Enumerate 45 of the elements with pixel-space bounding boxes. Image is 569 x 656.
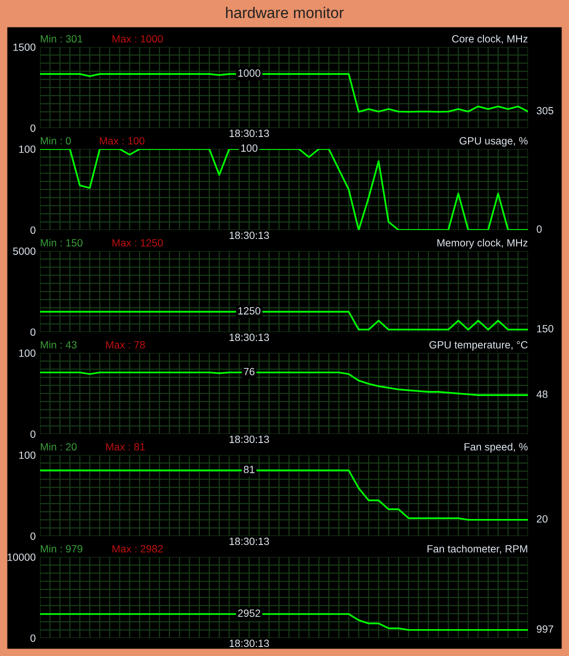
y-tick-label: 0	[30, 328, 36, 336]
y-tick-label: 100	[19, 146, 36, 153]
y-tick-label: 0	[30, 634, 36, 642]
x-tick-label: 18:30:13	[230, 538, 269, 546]
x-tick-label: 18:30:13	[230, 130, 269, 138]
data-label: 0	[536, 225, 542, 233]
text: Max : 81	[106, 443, 145, 451]
x-tick-label: 18:30:13	[230, 232, 269, 240]
chart-title: Memory clock, MHz	[437, 238, 528, 249]
y-tick-label: 0	[30, 430, 36, 438]
chart-subtitle: hardware monitor	[226, 6, 344, 18]
chart-title: Fan tachometer, RPM	[428, 544, 528, 554]
data-label: 81	[244, 466, 254, 474]
data-label: 305	[536, 106, 554, 114]
x-tick-label: 18:30:13	[230, 334, 269, 342]
data-label: 20	[536, 515, 548, 523]
chart-title: GPU temperature, °C	[429, 341, 528, 351]
text: Min : 0	[40, 136, 71, 145]
x-tick-label: 18:30:13	[230, 640, 269, 648]
y-tick-label: 0	[30, 532, 36, 540]
text: Max : 2982	[112, 545, 163, 553]
text: Min : 150	[40, 238, 82, 247]
text: Max : 100	[100, 137, 144, 145]
y-tick-label: 1500	[13, 44, 36, 51]
y-tick-label: 100	[19, 350, 36, 357]
y-tick-label: 0	[30, 124, 36, 132]
y-tick-label: 0	[30, 226, 36, 234]
text: Max : 78	[106, 341, 145, 349]
chart-title: GPU usage, %	[460, 137, 528, 147]
data-label: 48	[536, 390, 548, 398]
text: Max : 1000	[112, 35, 163, 43]
text: Min : 301	[40, 34, 82, 43]
chart-title: Core clock, MHz	[452, 34, 528, 44]
x-tick-label: 18:30:13	[230, 436, 269, 444]
text: Min : 43	[40, 340, 77, 349]
y-tick-label: 100	[19, 452, 36, 459]
text: Max : 1250	[112, 239, 163, 247]
y-tick-label: 5000	[13, 248, 36, 255]
text: Min : 20	[40, 442, 77, 451]
data-label: 150	[537, 324, 554, 332]
text: Min : 979	[40, 544, 82, 553]
data-label: 76	[244, 368, 254, 376]
data-label: 997	[536, 625, 554, 633]
chart-title: Fan speed, %	[464, 442, 528, 453]
y-tick-label: 10000	[8, 554, 36, 561]
